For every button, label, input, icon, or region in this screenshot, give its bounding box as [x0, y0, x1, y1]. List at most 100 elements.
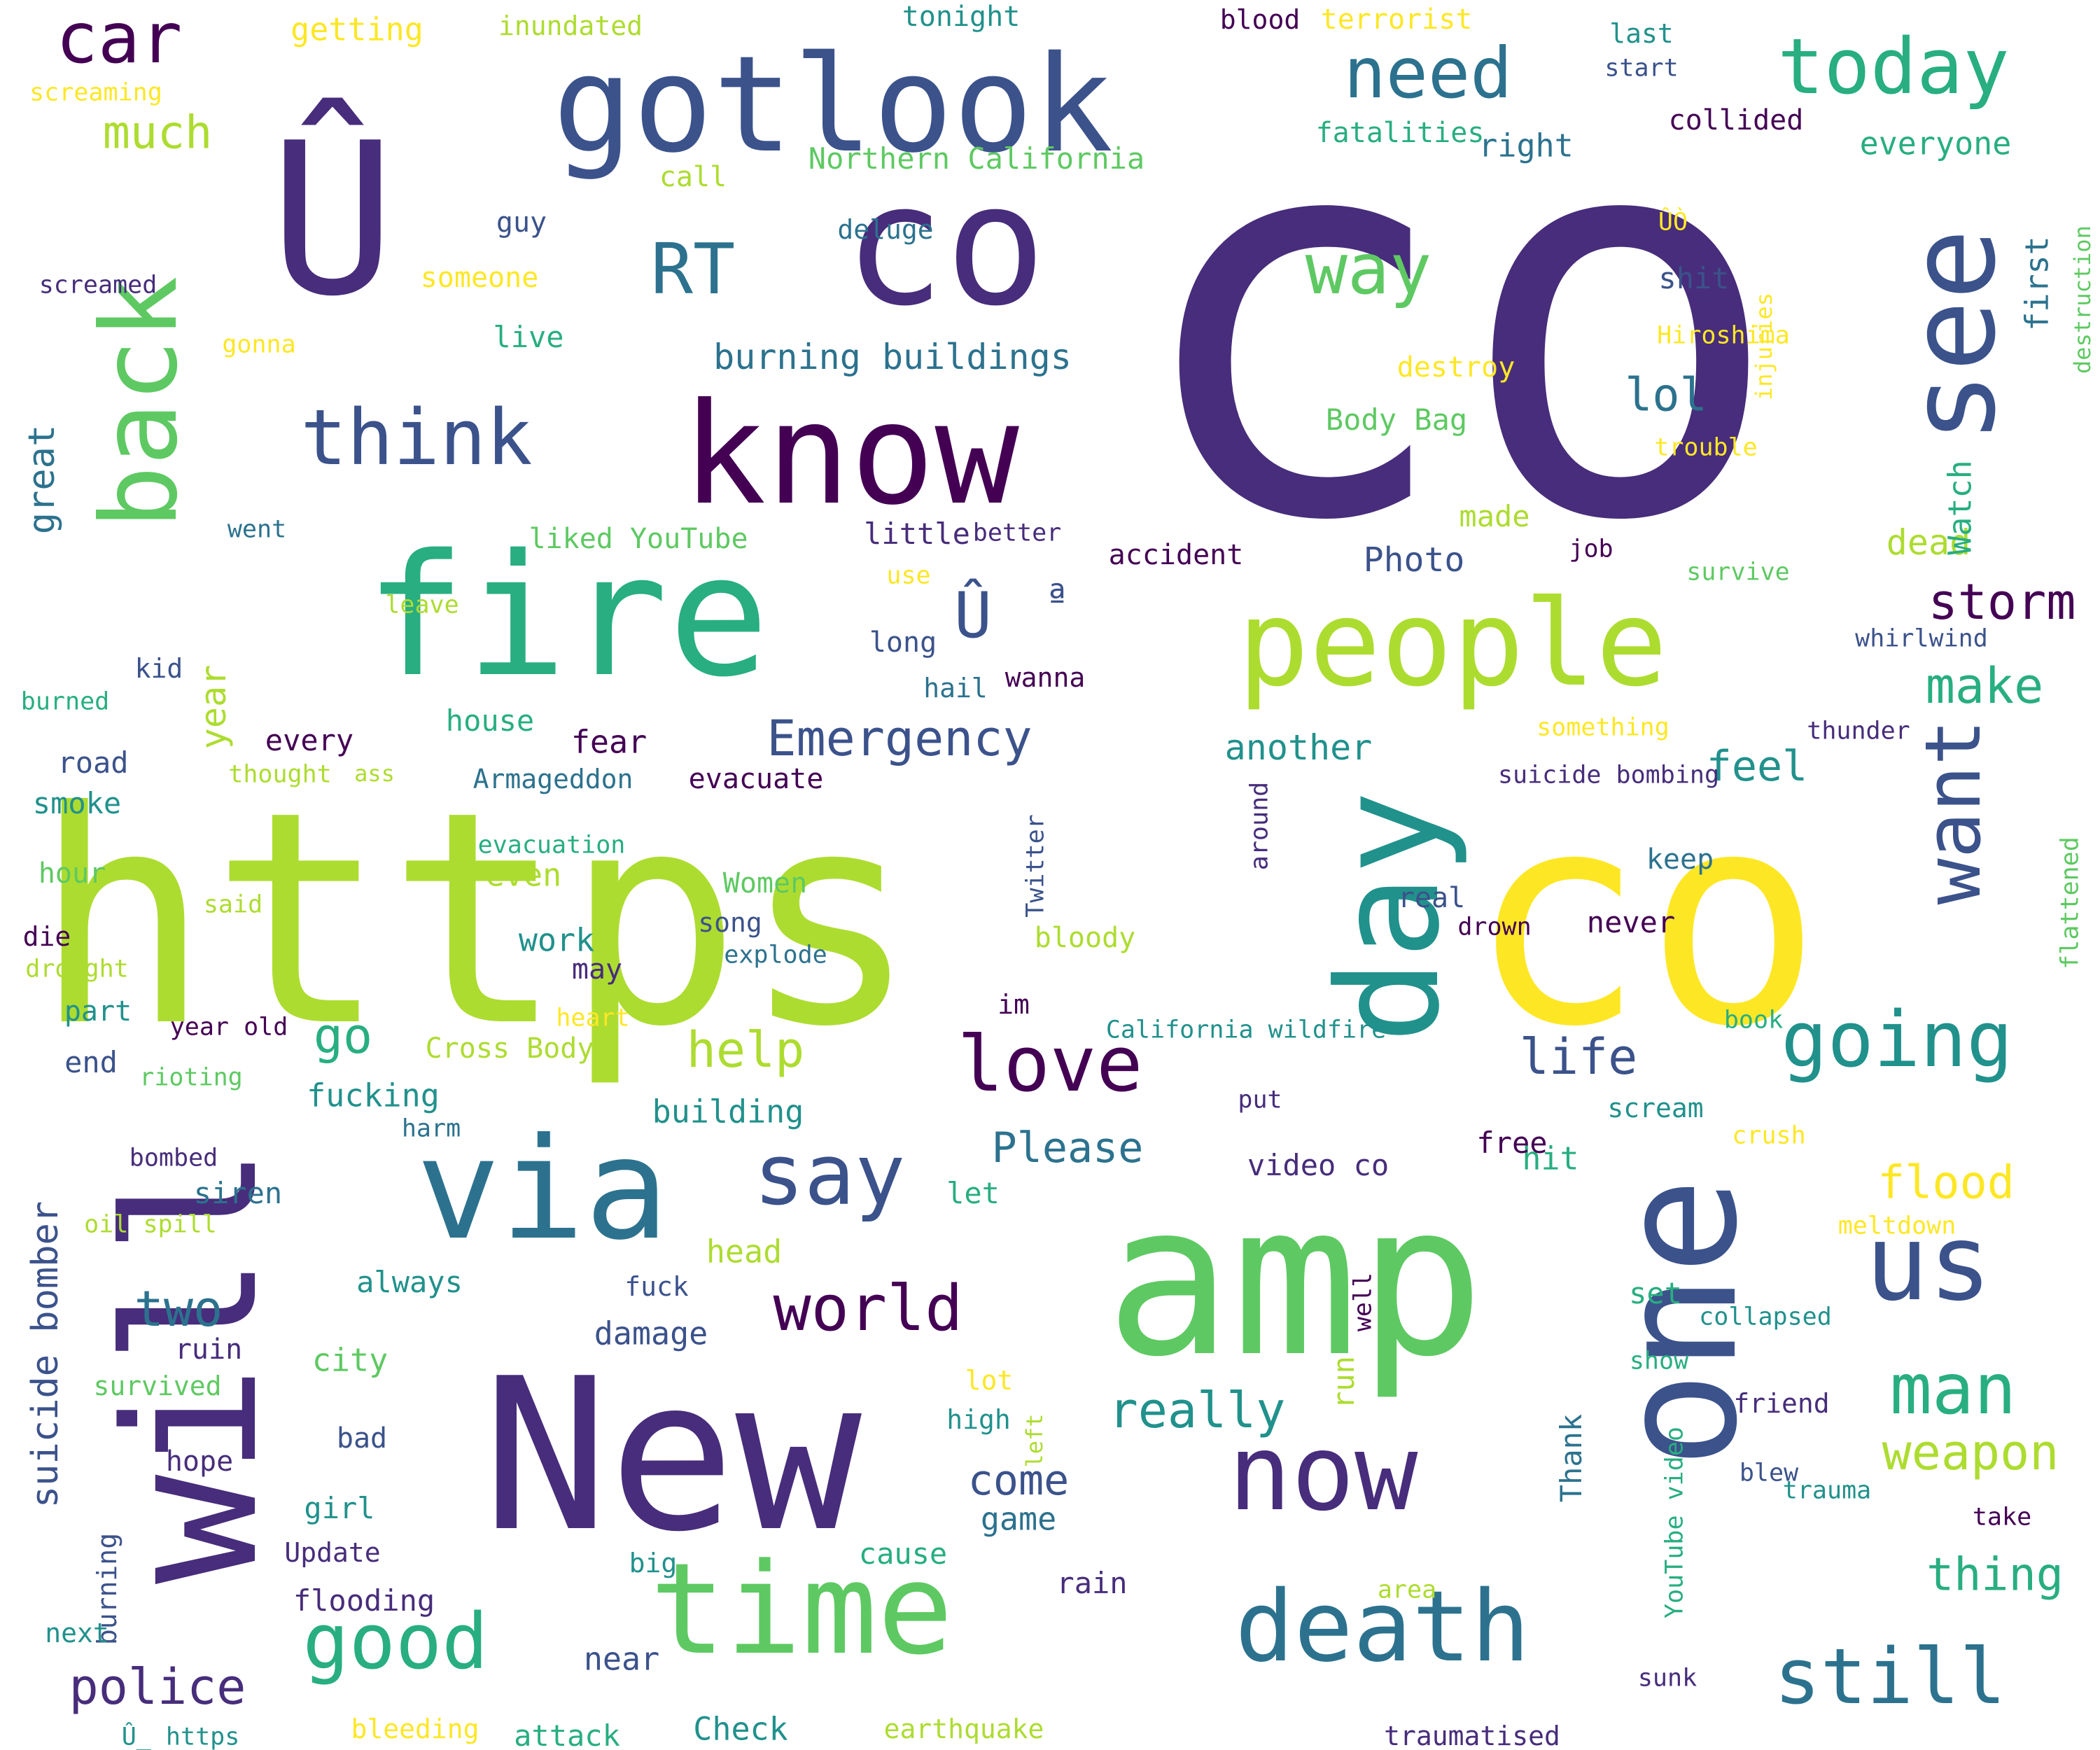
word-https: Û_ https [121, 1723, 240, 1750]
word-glyph: ª [1045, 575, 1069, 621]
word-armageddon: Armageddon [472, 764, 634, 794]
word-area: area [1377, 1576, 1437, 1604]
word-watch: Watch [1941, 460, 1979, 555]
word-game: game [980, 1500, 1057, 1538]
word-fear: fear [570, 723, 648, 761]
word-collided: collided [1668, 104, 1804, 136]
word-ass: ass [354, 760, 395, 787]
word-bloody: bloody [1034, 922, 1136, 954]
word-rt: RT [650, 228, 736, 310]
word-deluge: deluge [837, 214, 934, 245]
word-want: want [1908, 719, 1998, 905]
word-liked-youtube: liked YouTube [528, 523, 748, 555]
word-screamed: screamed [38, 271, 158, 300]
word-please: Please [991, 1124, 1144, 1172]
word-destruction: destruction [2069, 225, 2096, 374]
word-year-old: year old [169, 1013, 288, 1042]
word-big: big [629, 1548, 678, 1578]
word-storm: storm [1928, 573, 2076, 631]
word-injuries: injuries [1751, 292, 1777, 401]
word-scream: scream [1607, 1093, 1704, 1124]
word-explode: explode [724, 941, 827, 969]
word-sunk: sunk [1637, 1664, 1698, 1693]
word-girl: girl [304, 1491, 375, 1525]
word-great: great [21, 424, 63, 535]
word-trauma: trauma [1782, 1476, 1872, 1505]
word-everyone: everyone [1859, 125, 2012, 162]
word-world: world [773, 1272, 963, 1345]
word-california-wildfire: California wildfire [1105, 1016, 1387, 1044]
word-better: better [972, 519, 1062, 547]
word-keep: keep [1646, 844, 1714, 876]
word-end: end [64, 1045, 118, 1079]
word-thing: thing [1926, 1548, 2064, 1602]
word-terrorist: terrorist [1320, 4, 1473, 36]
word-thunder: thunder [1807, 717, 1910, 746]
word-hit: hit [1522, 1140, 1579, 1177]
word-cross-body: Cross Body [425, 1032, 594, 1065]
word-bad: bad [336, 1422, 388, 1455]
word-update: Update [284, 1537, 381, 1568]
word-destroy: destroy [1396, 351, 1516, 384]
word-friend: friend [1733, 1388, 1830, 1419]
word-suicide-bombing: suicide bombing [1497, 761, 1720, 790]
word-job: job [1569, 535, 1614, 564]
word-hope: hope [165, 1446, 234, 1478]
word-much: much [102, 106, 213, 160]
word-said: said [203, 890, 263, 919]
word-check: Check [693, 1710, 788, 1748]
word-survive: survive [1686, 558, 1790, 587]
word-twitter: Twitter [1021, 814, 1050, 918]
word-ruin: ruin [174, 1334, 243, 1366]
word-city: city [312, 1341, 388, 1379]
word-people: people [1237, 575, 1668, 713]
word-start: start [1604, 54, 1679, 83]
word-another: another [1224, 727, 1373, 768]
word-fire: fire [365, 518, 769, 714]
word-help: help [686, 1021, 805, 1079]
word-first: first [2018, 236, 2056, 331]
word-rioting: rioting [139, 1063, 243, 1092]
word-went: went [227, 515, 287, 544]
word-co: co [844, 147, 1046, 343]
word-someone: someone [420, 262, 539, 294]
word-smoke: smoke [32, 786, 122, 820]
word-call: call [659, 161, 727, 193]
word-trouble: trouble [1654, 433, 1758, 462]
word-man: man [1889, 1348, 2017, 1430]
word-still: still [1774, 1632, 2006, 1721]
word-flood: flood [1877, 1156, 2015, 1210]
word-weapon: weapon [1882, 1424, 2059, 1481]
word-death: death [1235, 1570, 1530, 1684]
word-suicide-bomber: suicide bomber [24, 1200, 66, 1508]
word-evacuation: evacuation [477, 831, 626, 860]
word-house: house [445, 704, 535, 738]
word-every: every [265, 723, 354, 757]
word-last: last [1609, 18, 1674, 49]
word-wanna: wanna [1004, 662, 1086, 693]
word-co: co [1127, 4, 1785, 640]
word-northern-california: Northern California [808, 141, 1145, 176]
word-song: song [698, 907, 762, 938]
word-blood: blood [1219, 4, 1301, 35]
word-dead: dead [1886, 522, 1971, 563]
word-right: right [1478, 127, 1574, 164]
word-damage: damage [594, 1315, 708, 1352]
word-made: made [1459, 499, 1530, 533]
word-lol: lol [1625, 369, 1707, 422]
word-meltdown: meltdown [1837, 1212, 1956, 1240]
word-love: love [957, 1019, 1143, 1109]
word-something: something [1536, 713, 1670, 742]
word-live: live [493, 320, 564, 354]
word-lot: lot [965, 1365, 1014, 1396]
word-make: make [1925, 657, 2044, 715]
word-long: long [869, 626, 937, 659]
word-via: via [416, 1108, 669, 1271]
word-see: see [1884, 228, 2022, 444]
word-kid: kid [134, 653, 183, 684]
word-inundated: inundated [498, 10, 643, 41]
word-road: road [57, 746, 129, 780]
word-hour: hour [38, 858, 106, 890]
word-always: always [356, 1265, 463, 1299]
word-rain: rain [1056, 1566, 1128, 1600]
